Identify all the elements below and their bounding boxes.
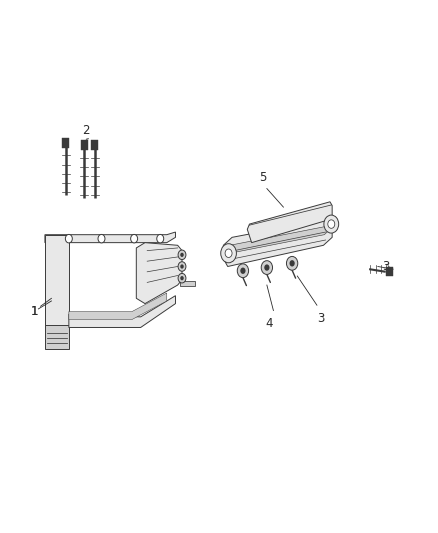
Polygon shape [62, 138, 69, 148]
Circle shape [178, 273, 186, 283]
Circle shape [225, 249, 232, 257]
Circle shape [157, 235, 164, 243]
Polygon shape [226, 224, 330, 253]
Polygon shape [223, 219, 332, 266]
Circle shape [178, 250, 186, 260]
Text: 3: 3 [318, 312, 325, 325]
Text: 5: 5 [259, 171, 266, 184]
Polygon shape [92, 140, 99, 150]
Polygon shape [247, 202, 332, 243]
Circle shape [180, 264, 184, 269]
Circle shape [178, 262, 186, 271]
Polygon shape [69, 293, 167, 319]
Circle shape [131, 235, 138, 243]
Text: 4: 4 [265, 317, 273, 330]
Circle shape [290, 260, 295, 266]
Polygon shape [81, 140, 88, 150]
Polygon shape [180, 281, 195, 286]
Circle shape [240, 268, 246, 274]
Circle shape [237, 264, 249, 278]
Polygon shape [45, 325, 69, 349]
Circle shape [180, 253, 184, 257]
Polygon shape [136, 243, 182, 304]
Text: 1: 1 [30, 305, 38, 318]
Polygon shape [69, 296, 176, 327]
Circle shape [264, 264, 269, 271]
Text: 2: 2 [82, 124, 90, 136]
Circle shape [286, 256, 298, 270]
Text: 3: 3 [382, 260, 389, 273]
Circle shape [261, 261, 272, 274]
Circle shape [98, 235, 105, 243]
Circle shape [328, 220, 335, 228]
Polygon shape [386, 266, 393, 276]
Circle shape [65, 235, 72, 243]
Circle shape [221, 244, 237, 263]
Polygon shape [45, 235, 69, 327]
Polygon shape [45, 232, 176, 243]
Circle shape [324, 215, 339, 233]
Circle shape [180, 276, 184, 280]
Text: 1: 1 [30, 305, 38, 318]
